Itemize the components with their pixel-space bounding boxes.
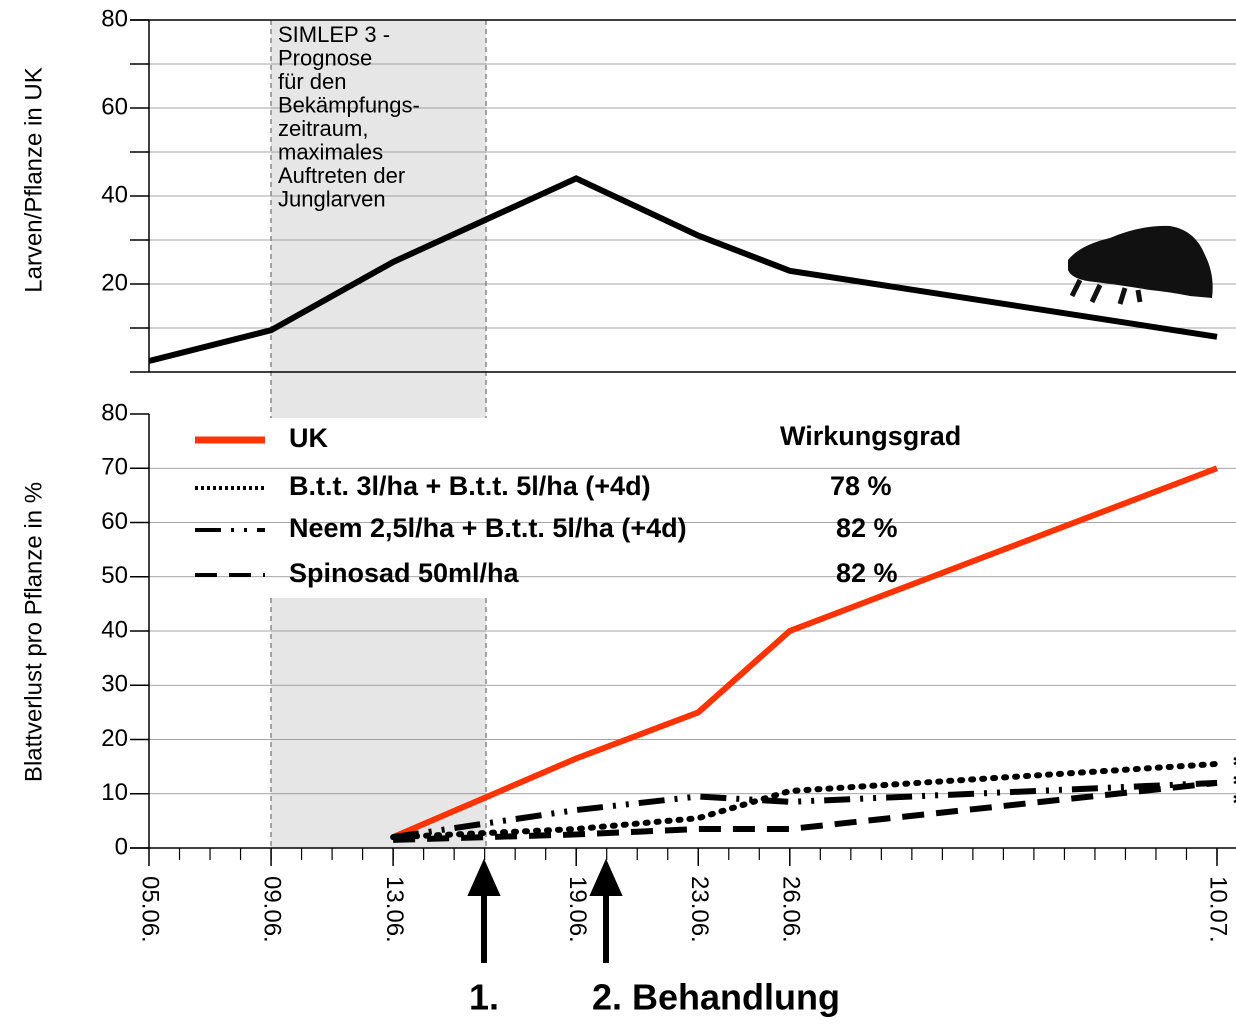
significance-star: * <box>1219 756 1236 767</box>
line-series <box>393 779 1218 843</box>
forecast-shade <box>271 598 486 848</box>
y-tick-label: 0 <box>115 833 128 860</box>
y-tick-label: 50 <box>101 562 128 589</box>
significance-star: * <box>1219 794 1236 805</box>
line-series <box>391 465 1219 840</box>
legend-efficacy: 82 % <box>836 513 898 543</box>
significance-star: * <box>1219 775 1236 786</box>
x-tick-label: 10.07. <box>1205 876 1232 943</box>
annotation: Prognose <box>278 45 372 70</box>
y-tick-label: 70 <box>101 454 128 481</box>
treatment-label: 2. Behandlung <box>592 977 840 1018</box>
y-tick-label: 60 <box>101 508 128 535</box>
x-tick-label: 26.06. <box>777 876 804 943</box>
x-tick-label: 05.06. <box>137 876 164 943</box>
line-series <box>148 175 1218 364</box>
y-tick-label: 60 <box>101 93 128 120</box>
y-tick-label: 20 <box>101 725 128 752</box>
annotation: Junglarven <box>278 186 386 211</box>
y-tick-label: 80 <box>101 5 128 32</box>
y-tick-label: 30 <box>101 671 128 698</box>
legend-label: B.t.t. 3l/ha + B.t.t. 5l/ha (+4d) <box>289 471 651 501</box>
legend-efficacy: 78 % <box>830 471 892 501</box>
arrow <box>589 858 623 963</box>
annotation: SIMLEP 3 - <box>278 22 390 47</box>
annotation: Auftreten der <box>278 163 405 188</box>
forecast-shade <box>271 20 486 418</box>
y-tick-label: 40 <box>101 181 128 208</box>
legend-label: Neem 2,5l/ha + B.t.t. 5l/ha (+4d) <box>289 513 687 543</box>
x-tick-label: 09.06. <box>259 876 286 943</box>
y-tick-label: 40 <box>101 616 128 643</box>
treatment-label: 1. <box>469 977 499 1018</box>
x-tick-label: 13.06. <box>381 876 408 943</box>
annotation: zeitraum, <box>278 116 368 141</box>
x-tick-label: 23.06. <box>686 876 713 943</box>
legend-label: Spinosad 50ml/ha <box>289 558 520 588</box>
y-tick-label: 80 <box>101 399 128 426</box>
legend-label: UK <box>289 423 328 453</box>
y-tick-label: 20 <box>101 269 128 296</box>
y-axis-label: Larven/Pflanze in UK <box>20 67 47 292</box>
legend-efficacy: 82 % <box>836 558 898 588</box>
arrow <box>467 858 501 963</box>
x-tick-label: 19.06. <box>564 876 591 943</box>
annotation: Bekämpfungs- <box>278 92 420 117</box>
y-tick-label: 10 <box>101 779 128 806</box>
annotation: maximales <box>278 139 383 164</box>
legend-title: Wirkungsgrad <box>780 421 961 451</box>
beetle-larva <box>1068 225 1213 305</box>
annotation: für den <box>278 69 347 94</box>
line-series <box>390 760 1220 841</box>
y-axis-label: Blattverlust pro Pflanze in % <box>20 482 47 782</box>
